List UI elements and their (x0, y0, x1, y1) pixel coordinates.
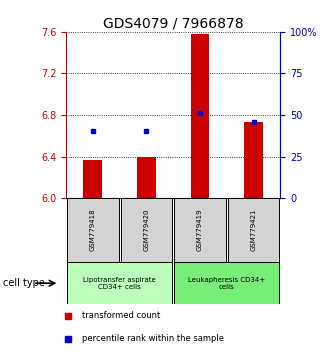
Text: GSM779419: GSM779419 (197, 209, 203, 251)
Bar (244, 122, 263, 198)
Text: GSM779420: GSM779420 (144, 209, 149, 251)
Text: Lipotransfer aspirate
CD34+ cells: Lipotransfer aspirate CD34+ cells (83, 277, 156, 290)
Text: percentile rank within the sample: percentile rank within the sample (82, 335, 223, 343)
Bar (191, 34, 210, 198)
FancyBboxPatch shape (67, 198, 118, 262)
FancyBboxPatch shape (228, 198, 280, 262)
Bar (83, 160, 102, 198)
Title: GDS4079 / 7966878: GDS4079 / 7966878 (103, 17, 244, 31)
Text: transformed count: transformed count (82, 312, 160, 320)
FancyBboxPatch shape (121, 198, 172, 262)
FancyBboxPatch shape (67, 262, 172, 304)
Text: Leukapheresis CD34+
cells: Leukapheresis CD34+ cells (188, 277, 265, 290)
Text: GSM779421: GSM779421 (251, 209, 257, 251)
Text: cell type: cell type (3, 278, 45, 288)
FancyBboxPatch shape (174, 262, 280, 304)
FancyBboxPatch shape (174, 198, 226, 262)
Bar (137, 157, 156, 198)
Text: GSM779418: GSM779418 (90, 209, 96, 251)
